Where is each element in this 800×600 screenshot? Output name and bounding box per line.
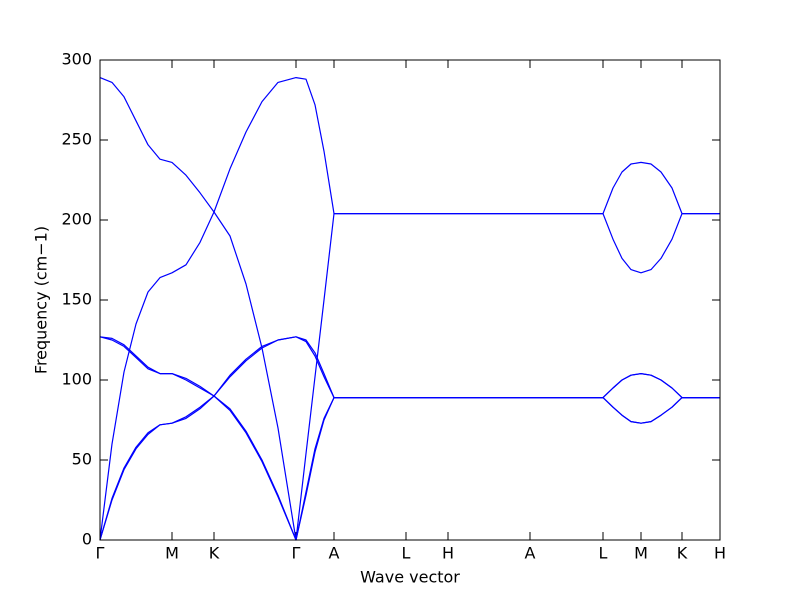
band-line (99, 76, 720, 541)
x-tick-label: K (209, 544, 220, 563)
band-line (99, 77, 720, 541)
x-tick-label: Γ (292, 544, 301, 563)
y-axis-label: Frequency (cm−1) (32, 226, 51, 374)
y-tick-label: 200 (61, 210, 92, 229)
x-tick-label: M (634, 544, 648, 563)
y-tick-label: 250 (61, 130, 92, 149)
x-tick-label: Γ (96, 544, 105, 563)
x-tick-label: H (442, 544, 454, 563)
y-tick-label: 0 (82, 530, 92, 549)
x-tick-label: M (165, 544, 179, 563)
y-tick-label: 300 (61, 50, 92, 69)
x-tick-label: A (525, 544, 536, 563)
x-tick-label: K (677, 544, 688, 563)
x-tick-label: A (329, 544, 340, 563)
band-line (99, 395, 720, 541)
x-axis-label: Wave vector (360, 568, 460, 587)
y-tick-label: 100 (61, 370, 92, 389)
x-tick-label: H (714, 544, 726, 563)
y-tick-label: 150 (61, 290, 92, 309)
x-tick-label: L (599, 544, 608, 563)
band-line (99, 336, 720, 399)
plot-frame (99, 59, 721, 541)
x-tick-label: L (402, 544, 411, 563)
y-tick-label: 50 (72, 450, 92, 469)
